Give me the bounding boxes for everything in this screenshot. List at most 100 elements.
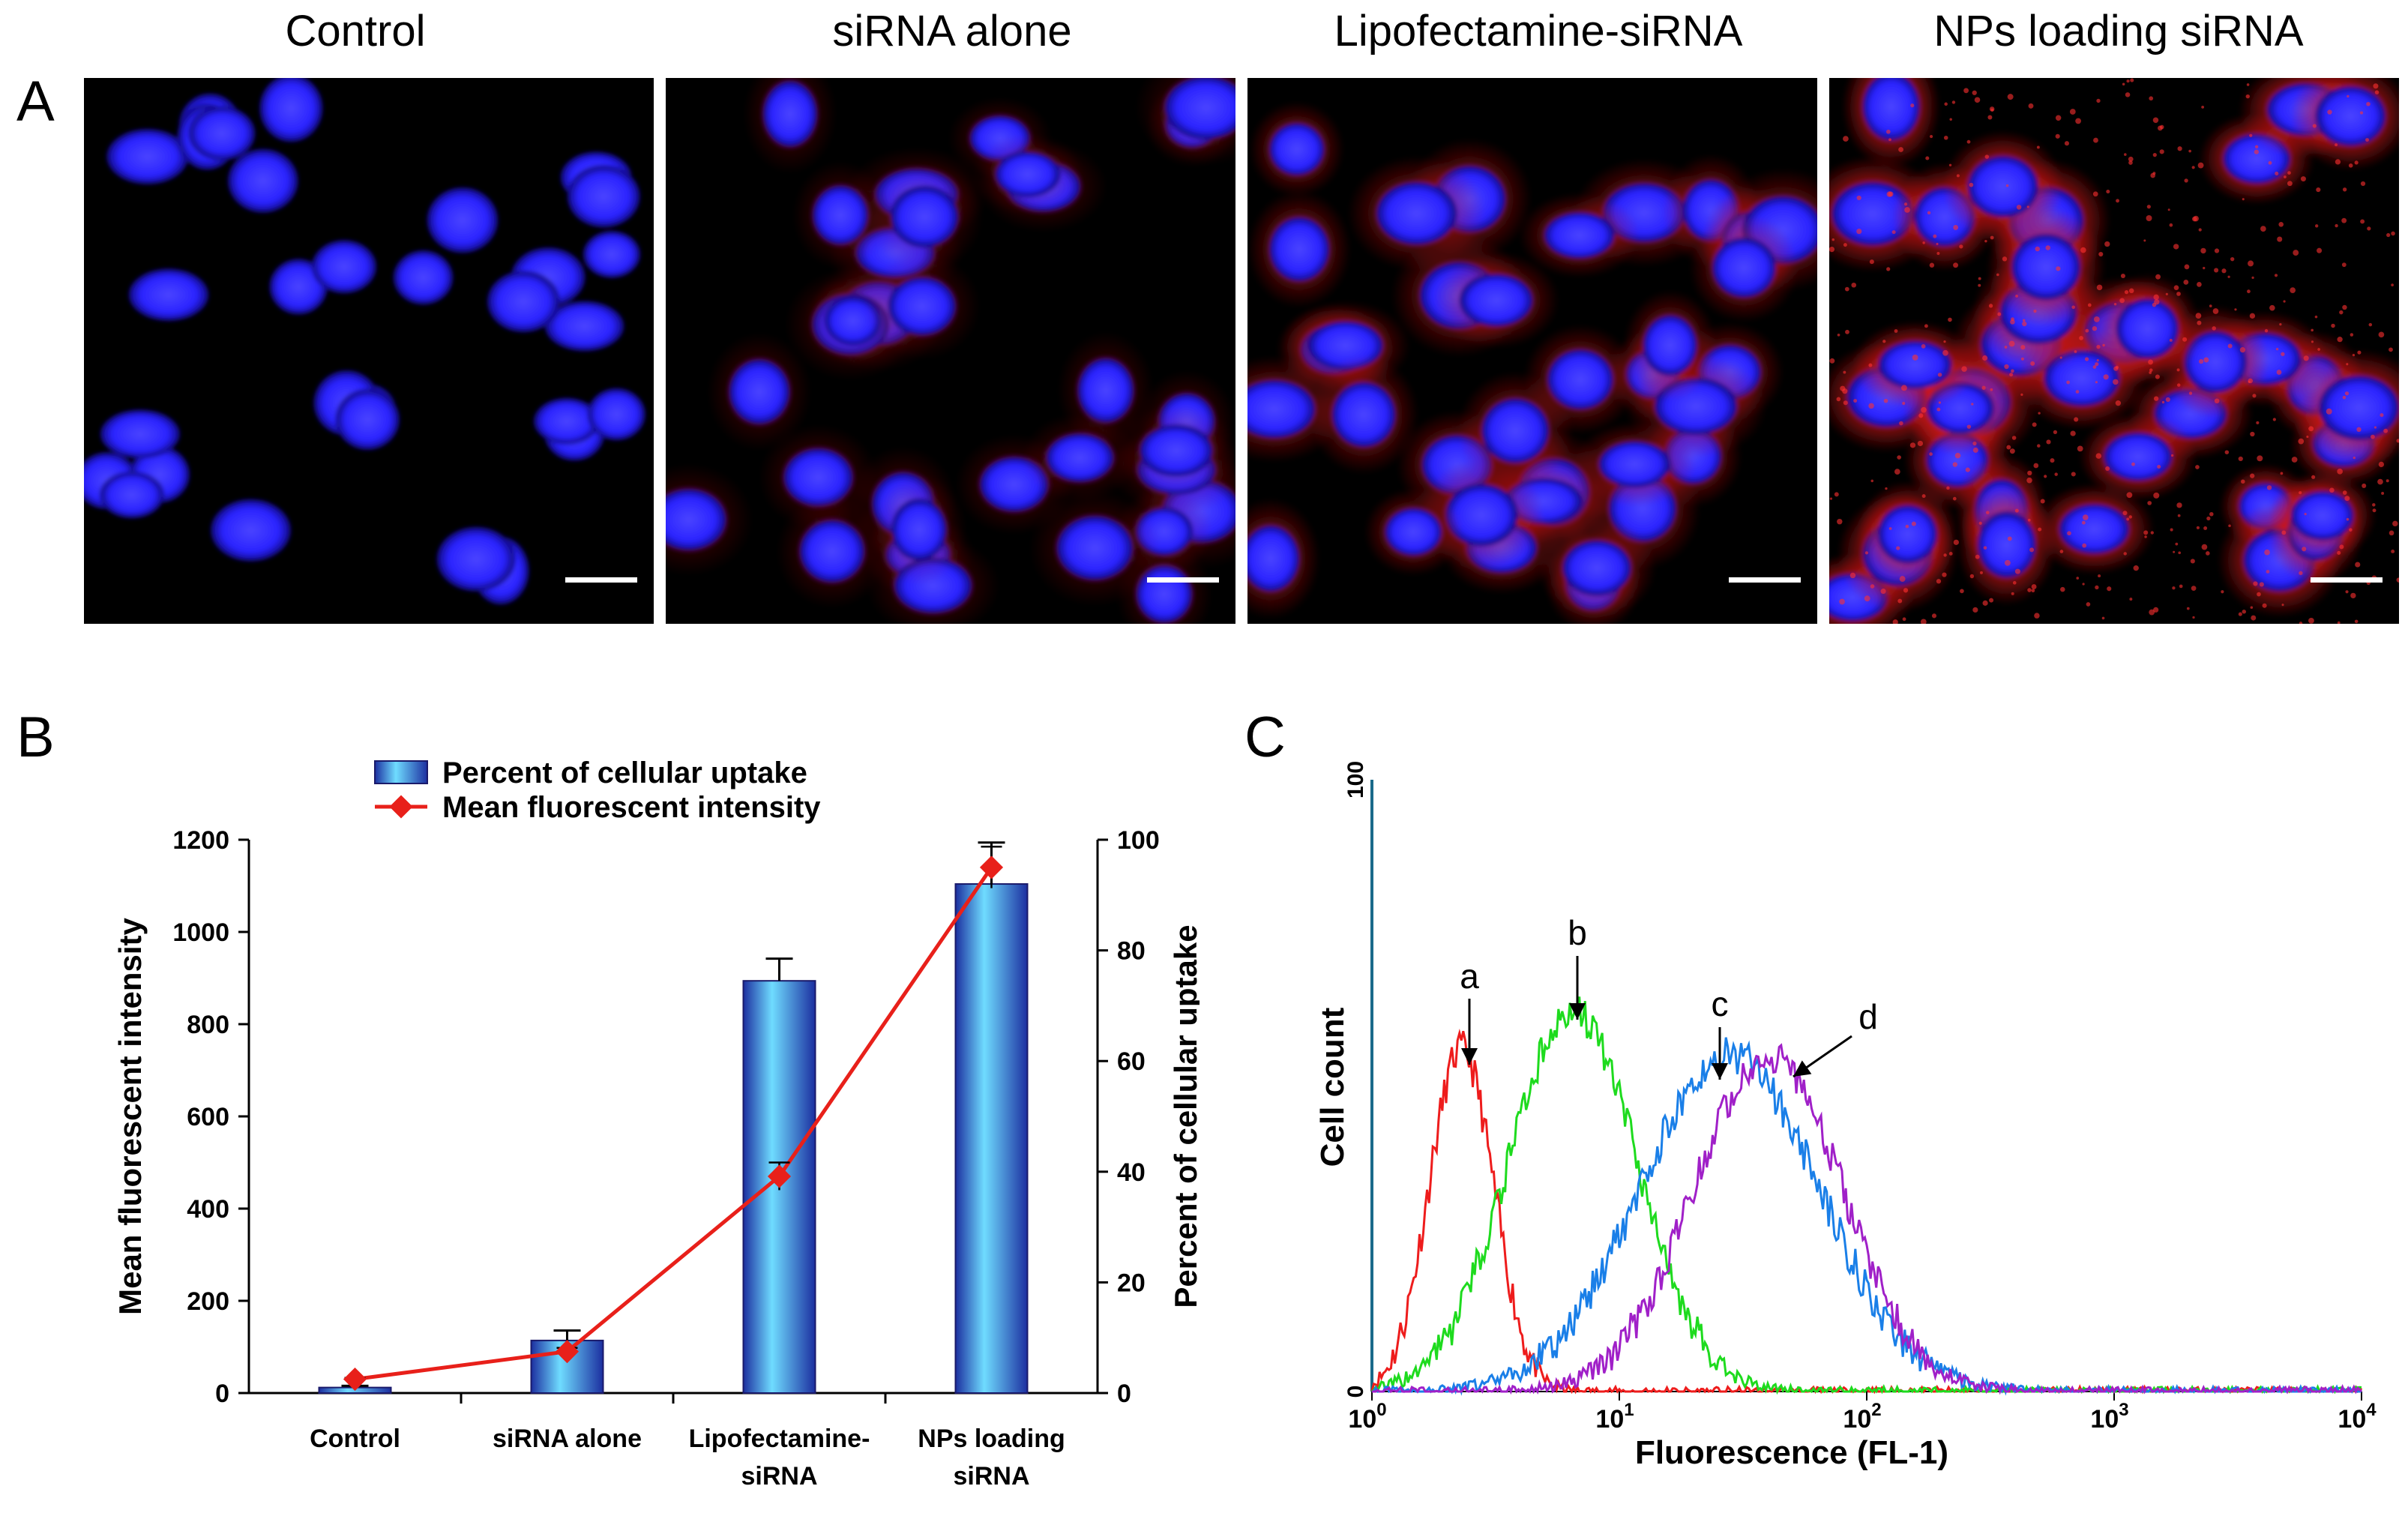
sirna-dot [2059,550,2064,553]
sirna-dot [2380,413,2384,418]
sirna-dot [1856,195,1861,201]
sirna-dot [1868,403,1874,409]
sirna-dot [2342,490,2347,495]
sirna-dot [2126,79,2130,83]
x-tick-exponent: 1 [1624,1400,1634,1420]
sirna-dot [2053,430,2058,434]
sirna-dot [2079,335,2083,340]
sirna-dot [2176,292,2181,296]
sirna-dot [2378,461,2385,468]
sirna-dot [2008,340,2015,347]
sirna-dot [2372,508,2377,513]
x-tick-exponent: 4 [2366,1400,2377,1420]
sirna-dot [2149,371,2152,374]
sirna-dot [2128,156,2134,162]
sirna-dot [2214,398,2220,404]
micrograph-control [84,78,654,624]
sirna-dot [1900,385,1907,391]
cell-layer [1247,101,1817,624]
sirna-dot [2314,315,2318,319]
sirna-dot [2224,450,2230,454]
sirna-dot [2186,607,2190,610]
sirna-dot [2152,302,2157,307]
nucleus [1547,349,1614,410]
sirna-dot [2259,582,2264,587]
micrograph-nps-svg [1829,78,2399,624]
nucleus [312,240,377,294]
line-point [979,855,1004,879]
sirna-dot [2248,380,2251,383]
nucleus [783,448,853,507]
nucleus [1139,424,1214,477]
nucleus [1977,511,2037,579]
y-tick-label: 600 [187,1103,229,1131]
sirna-dot [2155,274,2161,280]
x-tick-label: 103 [2090,1400,2128,1434]
sirna-dot [2339,310,2344,315]
histogram-curve-d [1372,1043,2363,1395]
sirna-dot [2188,149,2191,153]
sirna-dot [2085,328,2089,333]
sirna-dot [2254,145,2259,148]
sirna-dot [2147,501,2152,505]
sirna-dot [2193,215,2199,222]
sirna-dot [1948,317,1952,322]
sirna-dot [2228,524,2231,527]
sirna-dot [2027,588,2032,592]
nucleus [1861,78,1921,142]
sirna-dot [2341,217,2347,223]
sirna-dot [2182,337,2188,342]
sirna-dot [2123,552,2127,556]
sirna-dot [2350,333,2354,337]
sirna-dot [2203,357,2209,363]
nucleus [583,231,640,278]
sirna-dot [2092,326,2098,331]
sirna-dot [2203,266,2206,270]
sirna-dot [2344,391,2350,396]
sirna-dot [2391,231,2395,236]
sirna-dot [1849,572,1856,579]
sirna-dot [1952,462,1957,467]
sirna-dot [2125,92,2131,97]
nucleus [666,488,727,551]
sirna-dot [2022,321,2027,327]
sirna-dot [1899,576,1906,583]
sirna-dot [2055,133,2060,139]
sirna-dot [1903,588,1909,593]
sirna-dot [2230,256,2235,262]
sirna-dot [2386,232,2391,238]
sirna-dot [2209,511,2214,517]
sirna-dot [2157,464,2161,469]
sirna-dot [2143,530,2149,535]
y-tick-label: 800 [187,1011,229,1039]
sirna-dot [2347,94,2350,98]
sirna-dot [2242,610,2246,614]
sirna-dot [2344,496,2350,502]
sirna-dot [1845,329,1849,334]
sirna-dot [2116,199,2119,203]
sirna-dot [2281,530,2287,535]
legend-bar-swatch [374,760,428,784]
sirna-dot [2389,530,2395,536]
sirna-dot [1929,262,1935,268]
sirna-dot [1868,363,1873,367]
sirna-dot [1917,440,1924,447]
nucleus [890,185,959,248]
nucleus [106,128,189,184]
sirna-dot [2106,189,2110,194]
curve-annotation-label: c [1712,984,1729,1023]
sirna-dot [1965,467,1970,472]
sirna-dot [2374,426,2377,429]
sirna-dot [2386,479,2389,483]
sirna-dot [1929,452,1933,456]
sirna-dot [1936,242,1939,245]
nucleus [1077,358,1134,424]
y-tick-label: 200 [187,1287,229,1316]
sirna-dot [2038,527,2042,532]
sirna-dot [2153,492,2160,499]
sirna-dot [2026,205,2029,208]
sirna-dot [2081,520,2086,525]
sirna-dot [1983,546,1987,550]
sirna-dot [1831,238,1835,241]
micrograph-nps [1829,78,2399,624]
